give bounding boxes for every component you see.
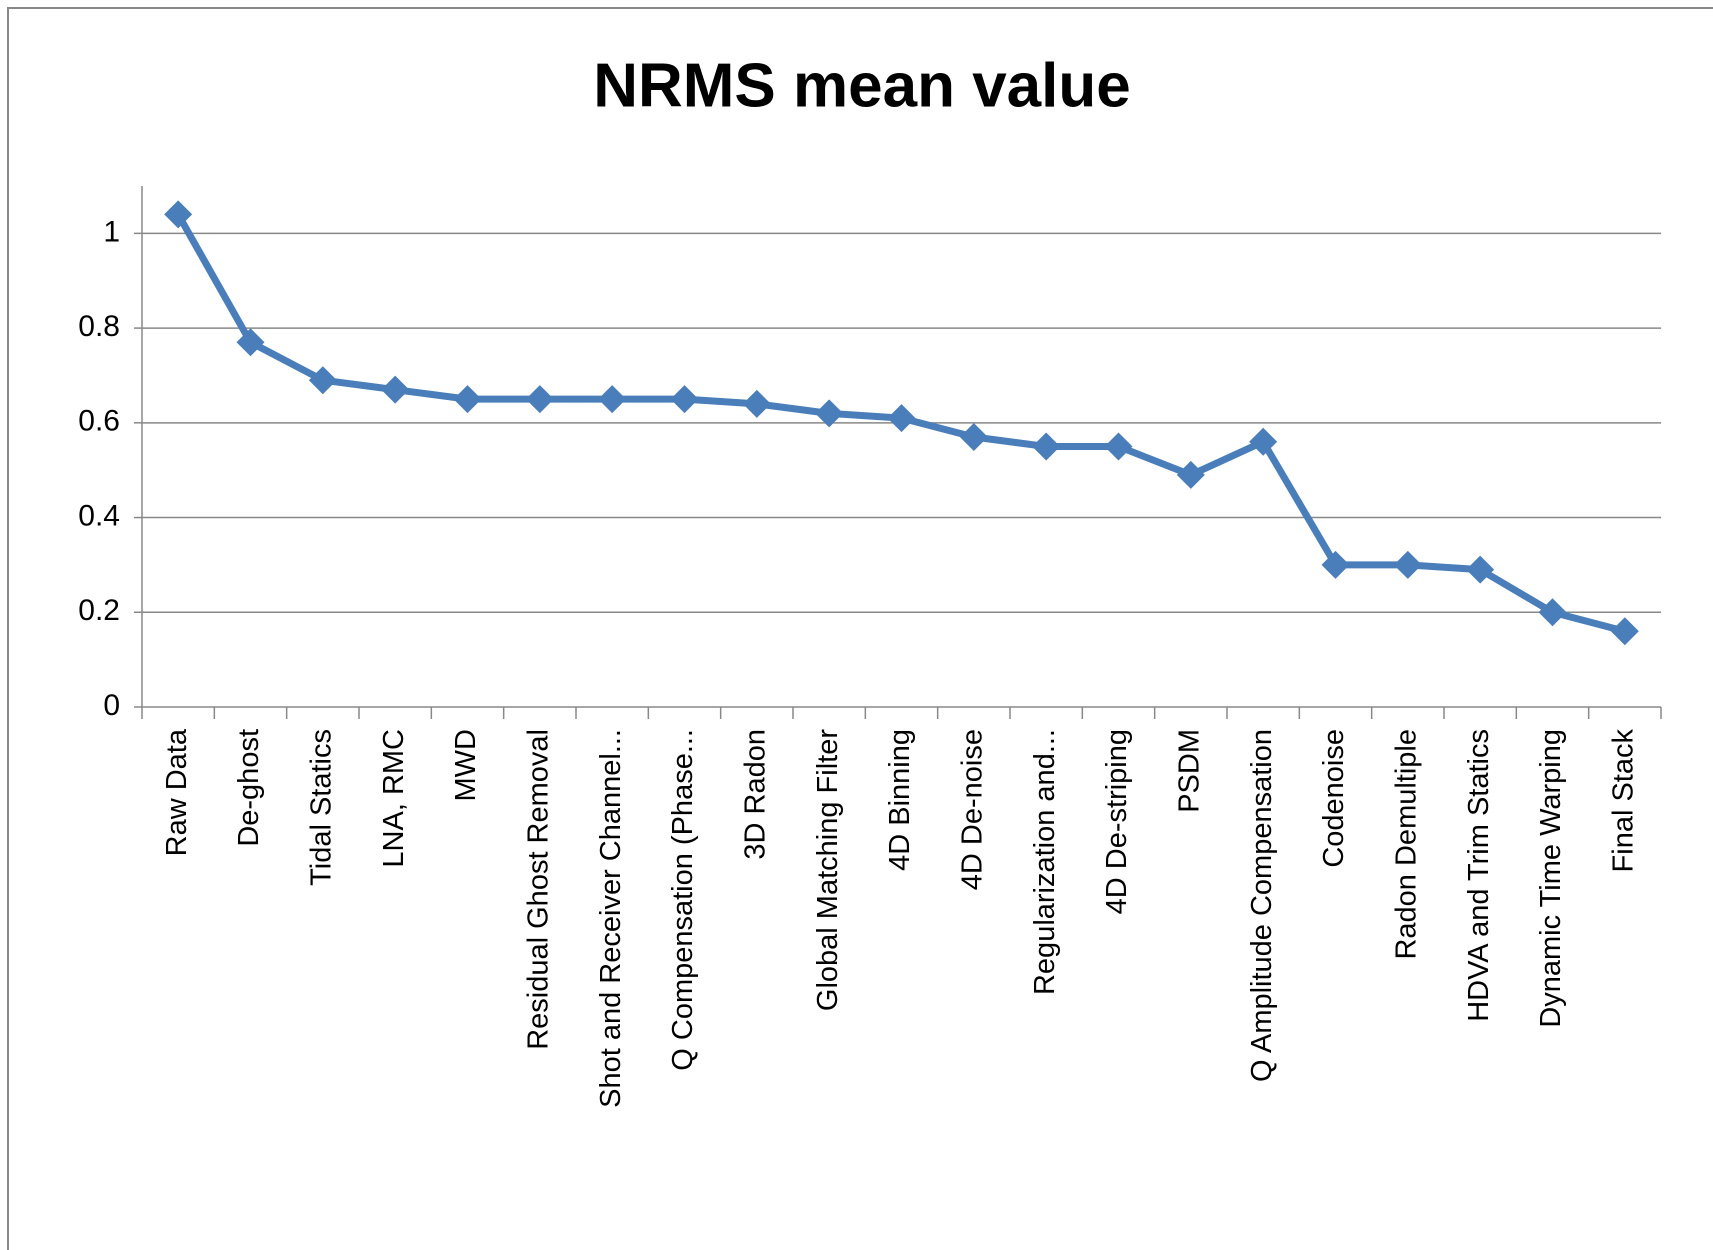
x-tick-label: PSDM (1173, 729, 1205, 813)
x-tick-label: Global Matching Filter (812, 729, 844, 1011)
x-tick-label: Raw Data (161, 728, 193, 856)
x-tick-label: 4D Binning (884, 729, 916, 871)
data-marker (742, 389, 771, 418)
x-tick-label: LNA, RMC (378, 729, 410, 868)
data-marker (1393, 550, 1422, 579)
data-marker (1321, 550, 1350, 579)
data-marker (308, 366, 337, 395)
x-tick-label: Shot and Receiver Channel... (595, 729, 627, 1108)
x-tick-label: 4D De-noise (956, 729, 988, 890)
x-tick-label: Dynamic Time Warping (1535, 729, 1567, 1028)
data-marker (1610, 617, 1639, 646)
data-marker (1466, 555, 1495, 584)
y-tick-label: 0.8 (78, 310, 120, 343)
data-marker (1538, 598, 1567, 627)
x-tick-label: Radon Demultiple (1390, 729, 1422, 960)
data-marker (453, 385, 482, 414)
data-marker (598, 385, 627, 414)
x-tick-label: MWD (450, 729, 482, 801)
data-marker (525, 385, 554, 414)
chart-border (7, 7, 1713, 1250)
x-tick-label: Residual Ghost Removal (522, 729, 554, 1050)
y-tick-label: 1 (103, 215, 120, 248)
x-tick-label: Q Compensation (Phase... (667, 729, 699, 1071)
data-marker (1249, 427, 1278, 456)
x-tick-label: Final Stack (1607, 729, 1639, 873)
x-tick-label: Regularization and... (1029, 729, 1061, 995)
x-tick-label: 4D De-striping (1101, 729, 1133, 914)
x-tick-label: Q Amplitude Compensation (1246, 729, 1278, 1082)
data-marker (815, 399, 844, 428)
x-tick-label: Codenoise (1318, 729, 1350, 868)
data-marker (887, 404, 916, 433)
x-tick-label: HDVA and Trim Statics (1463, 729, 1495, 1022)
x-tick-label: De-ghost (233, 729, 265, 847)
chart-title: NRMS mean value (593, 51, 1131, 120)
data-marker (670, 385, 699, 414)
data-marker (236, 328, 265, 357)
y-tick-label: 0.2 (78, 594, 120, 627)
x-tick-label: 3D Radon (739, 729, 771, 860)
data-marker (1032, 432, 1061, 461)
data-marker (1176, 460, 1205, 489)
y-tick-label: 0 (103, 689, 120, 722)
y-tick-label: 0.6 (78, 405, 120, 438)
data-marker (164, 200, 193, 229)
y-tick-label: 0.4 (78, 499, 120, 532)
data-marker (959, 423, 988, 452)
data-marker (381, 375, 410, 404)
data-marker (1104, 432, 1133, 461)
x-tick-label: Tidal Statics (305, 729, 337, 886)
